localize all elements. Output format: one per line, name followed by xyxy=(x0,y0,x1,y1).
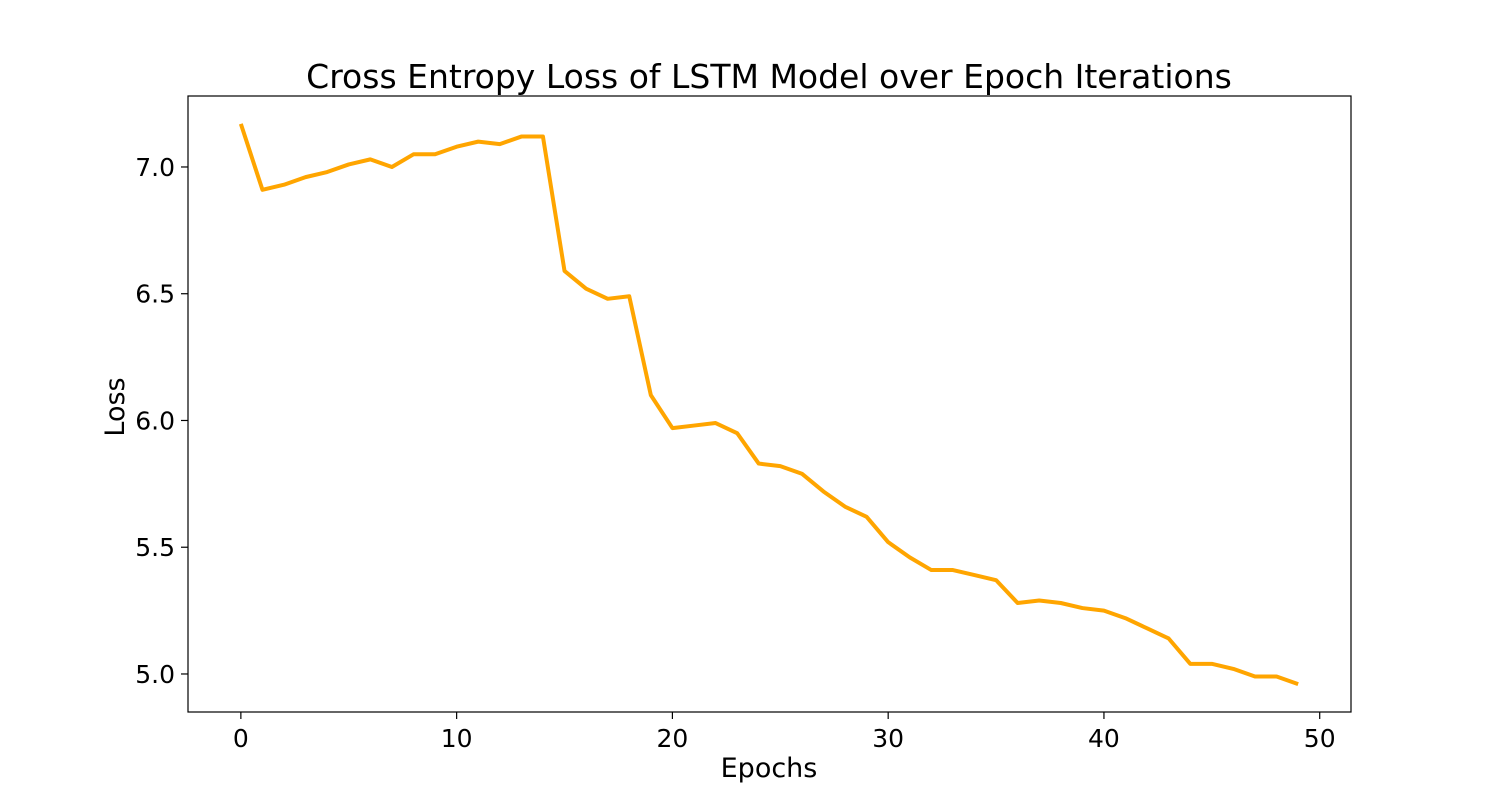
y-axis-label: Loss xyxy=(100,377,131,436)
loss-series-line xyxy=(238,123,1299,687)
x-axis-label: Epochs xyxy=(721,753,818,784)
y-tick-label: 6.5 xyxy=(135,280,175,309)
y-tick-label: 7.0 xyxy=(135,153,175,182)
x-axis-ticks: 0 10 20 30 40 50 xyxy=(233,712,1336,753)
x-tick-label: 20 xyxy=(656,724,688,753)
y-axis-ticks: 5.0 5.5 6.0 6.5 7.0 xyxy=(135,153,188,689)
y-tick-label: 5.5 xyxy=(135,533,175,562)
plot-area xyxy=(187,95,1352,713)
x-tick-label: 10 xyxy=(441,724,473,753)
x-tick-label: 50 xyxy=(1304,724,1336,753)
y-tick-label: 6.0 xyxy=(135,406,175,435)
x-tick-label: 40 xyxy=(1088,724,1120,753)
x-tick-label: 0 xyxy=(233,724,249,753)
x-tick-label: 30 xyxy=(872,724,904,753)
chart-title: Cross Entropy Loss of LSTM Model over Ep… xyxy=(306,57,1232,96)
y-tick-label: 5.0 xyxy=(135,660,175,689)
